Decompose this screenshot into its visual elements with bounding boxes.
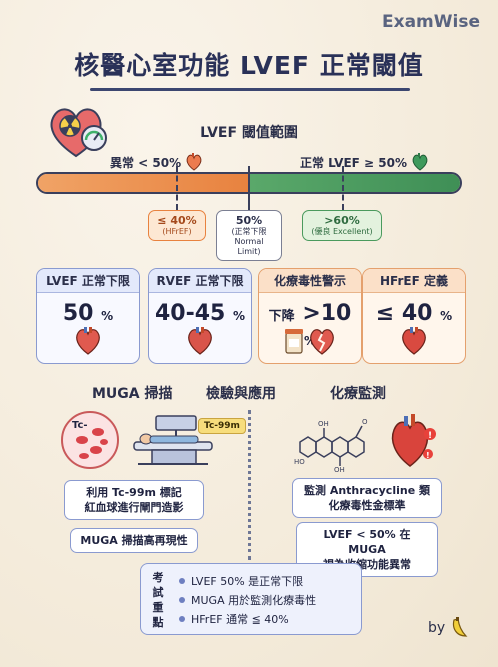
section-divider xyxy=(248,410,251,560)
svg-text:OH: OH xyxy=(334,466,345,472)
range-title: LVEF 閾值範圍 xyxy=(200,125,298,141)
marker-excellent: >60% (優良 Excellent) xyxy=(302,210,382,241)
page-title: 核醫心室功能 LVEF 正常閾值 xyxy=(74,51,424,80)
key-points-label: 考 試 重 點 xyxy=(152,571,164,629)
tc99m-tag: Tc-99m xyxy=(198,418,246,434)
chemo-monitor-box: 監測 Anthracycline 類 化療毒性金標準 xyxy=(292,478,442,518)
card-value: ≤ 40 % xyxy=(375,301,453,326)
anatomical-heart-icon xyxy=(76,327,100,355)
marker-normal-limit: 50% (正常下限 Normal Limit) xyxy=(216,210,282,261)
marker-40-line xyxy=(176,166,178,210)
card-lvef-limit: LVEF 正常下限 50 % xyxy=(36,268,140,364)
card-rvef-limit: RVEF 正常下限 40-45 % xyxy=(148,268,252,364)
abnormal-label: 異常 < 50% xyxy=(110,153,203,171)
svg-text:!: ! xyxy=(426,451,430,460)
key-point: MUGA 用於監測化療毒性 xyxy=(179,591,316,610)
heart-warning-icon: ! ! xyxy=(391,414,436,467)
anatomical-heart-icon xyxy=(188,327,212,355)
card-chemo-warning: 化療毒性警示 下降 >10 % xyxy=(258,268,362,364)
marker-60-line xyxy=(342,166,344,210)
card-title: RVEF 正常下限 xyxy=(149,269,251,293)
banana-icon xyxy=(452,617,468,637)
anatomical-heart-icon xyxy=(402,327,426,355)
svg-text:!: ! xyxy=(428,431,432,441)
byline: by xyxy=(428,616,470,638)
gamma-camera-scanner-icon xyxy=(133,415,213,465)
svg-text:HO: HO xyxy=(294,458,305,466)
heart-radiation-icon xyxy=(50,108,107,158)
brand-logo: ExamWise xyxy=(382,12,480,32)
muga-method-box: 利用 Tc-99m 標記 紅血球進行閘門造影 xyxy=(64,480,204,520)
rbc-label: Tc- xyxy=(72,420,88,431)
svg-text:OH: OH xyxy=(318,420,329,428)
key-point: LVEF 50% 是正常下限 xyxy=(179,572,316,591)
applications-section-title: 檢驗與應用 xyxy=(206,386,276,402)
card-title: 化療毒性警示 xyxy=(259,269,361,293)
title-underline xyxy=(90,88,410,91)
chemo-threshold-box: LVEF < 50% 在 MUGA 視為收縮功能異常 xyxy=(296,522,438,577)
muga-section-title: MUGA 掃描 xyxy=(92,386,173,402)
abnormal-range-fill xyxy=(38,174,250,192)
muga-reproducibility-box: MUGA 掃描高再現性 xyxy=(70,528,198,553)
normal-range-fill xyxy=(250,174,460,192)
marker-50-line xyxy=(248,166,250,210)
key-point: HFrEF 通常 ≦ 40% xyxy=(179,610,316,629)
marker-hfref: ≤ 40% (HFrEF) xyxy=(148,210,206,241)
card-value: 40-45 % xyxy=(154,301,246,326)
chemo-section-title: 化療監測 xyxy=(330,386,386,402)
normal-label: 正常 LVEF ≥ 50% xyxy=(300,153,429,171)
anatomical-heart-green-icon xyxy=(412,153,428,171)
exam-key-points: 考 試 重 點 LVEF 50% 是正常下限 MUGA 用於監測化療毒性 HFr… xyxy=(140,563,362,635)
card-title: HFrEF 定義 xyxy=(363,269,465,293)
anthracycline-molecule-icon: OH O OH HO xyxy=(294,418,368,472)
card-hfref-definition: HFrEF 定義 ≤ 40 % xyxy=(362,268,466,364)
pill-bottle-broken-heart-icon xyxy=(285,329,334,355)
card-title: LVEF 正常下限 xyxy=(37,269,139,293)
anatomical-heart-orange-icon xyxy=(186,153,202,171)
card-value: 50 % xyxy=(62,301,114,326)
red-blood-cell-icon xyxy=(61,411,119,469)
svg-text:O: O xyxy=(362,418,368,426)
